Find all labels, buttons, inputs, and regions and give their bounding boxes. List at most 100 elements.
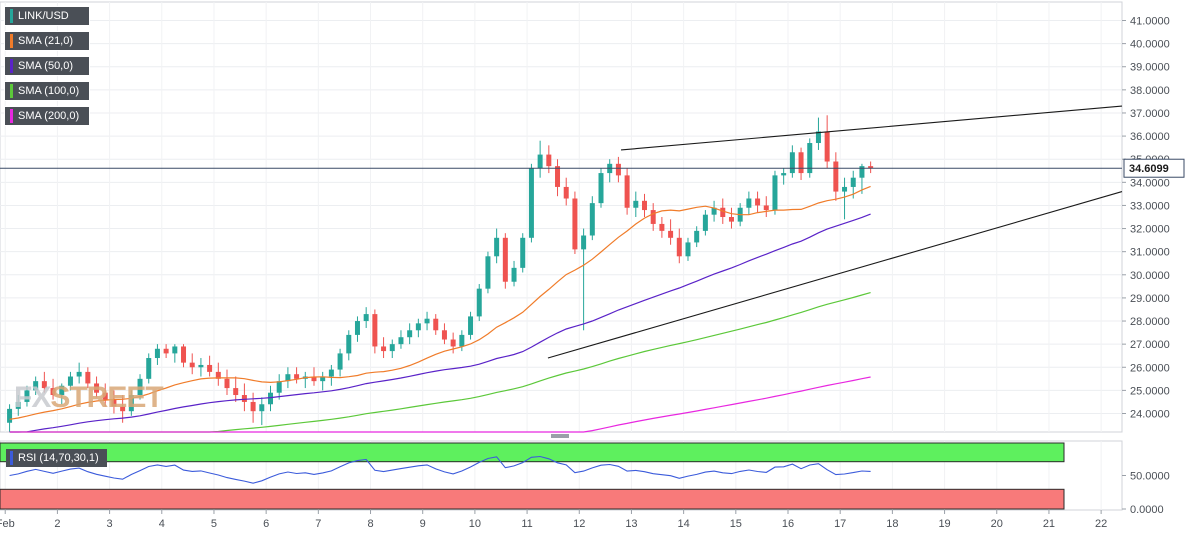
- candle-up: [363, 314, 369, 322]
- rsi-legend-item[interactable]: RSI (14,70,30,1): [6, 449, 107, 467]
- legend-item-sma21[interactable]: SMA (21,0): [4, 31, 91, 51]
- candle-down: [372, 314, 378, 347]
- x-tick-label: 20: [991, 518, 1003, 530]
- candle-up: [67, 376, 73, 386]
- candle-up: [328, 369, 334, 377]
- x-tick-label: 18: [886, 518, 898, 530]
- candle-down: [833, 161, 839, 192]
- candle-down: [720, 207, 726, 217]
- x-tick-label: 3: [107, 518, 113, 530]
- candle-down: [641, 200, 647, 211]
- candle-down: [546, 154, 552, 167]
- legend-item-symbol[interactable]: LINK/USD: [4, 6, 91, 26]
- legend-item-sma100[interactable]: SMA (100,0): [4, 81, 91, 101]
- candle-down: [111, 399, 117, 407]
- candle-up: [685, 242, 691, 257]
- sma21-swatch-icon: [10, 34, 13, 48]
- candle-up: [807, 143, 813, 174]
- rsi-line: [9, 455, 871, 484]
- candle-down: [120, 406, 126, 412]
- sma50-swatch-icon: [10, 59, 13, 73]
- candle-up: [389, 344, 395, 352]
- watermark-right: STREET: [50, 381, 163, 414]
- symbol-swatch-icon: [10, 9, 13, 23]
- candle-up: [137, 378, 143, 396]
- candle-up: [337, 353, 343, 370]
- candle-up: [694, 230, 700, 243]
- candle-down: [50, 388, 56, 396]
- rsi-overbought-zone: [0, 442, 1065, 463]
- candle-down: [294, 374, 300, 379]
- candle-up: [24, 390, 30, 402]
- panel-resize-handle-icon: [551, 434, 569, 438]
- y-tick-label: 38.0000: [1130, 85, 1170, 97]
- x-tick-label: 17: [834, 518, 846, 530]
- price-panel: [0, 1, 1123, 433]
- candle-down: [763, 205, 769, 211]
- candle-down: [41, 381, 47, 389]
- candle-down: [668, 230, 674, 238]
- candle-up: [76, 371, 82, 377]
- candle-up: [511, 267, 517, 282]
- y-tick-label: 27.0000: [1130, 339, 1170, 351]
- candle-down: [728, 217, 734, 222]
- candle-up: [850, 177, 856, 187]
- legend-label: SMA (21,0): [18, 35, 74, 47]
- candle-up: [528, 168, 534, 238]
- y-tick-label: 34.0000: [1130, 177, 1170, 189]
- candle-up: [267, 392, 273, 405]
- candle-up: [476, 288, 482, 317]
- candle-up: [259, 404, 265, 412]
- candle-up: [598, 173, 604, 204]
- sma200-swatch-icon: [10, 109, 13, 123]
- candle-up: [459, 334, 465, 347]
- candle-down: [659, 223, 665, 231]
- fxstreet-watermark-logo: FXSTREET: [14, 381, 164, 415]
- candle-up: [520, 237, 526, 268]
- candle-up: [772, 175, 778, 211]
- x-tick-label: 16: [782, 518, 794, 530]
- candle-up: [346, 334, 352, 354]
- x-tick-label: 13: [625, 518, 637, 530]
- candle-down: [502, 237, 508, 282]
- candle-up: [842, 186, 848, 192]
- sma-200-line: [9, 376, 871, 433]
- x-tick-label: 14: [678, 518, 690, 530]
- candle-down: [311, 376, 317, 382]
- x-tick-label: 7: [315, 518, 321, 530]
- candle-up: [407, 330, 413, 338]
- candle-down: [563, 186, 569, 199]
- candle-down: [868, 166, 874, 169]
- sma-50-line: [9, 213, 871, 433]
- y-tick-label: 29.0000: [1130, 293, 1170, 305]
- legend-item-sma200[interactable]: SMA (200,0): [4, 106, 91, 126]
- lower-trendline: [547, 191, 1123, 359]
- x-tick-label: Feb: [0, 518, 15, 530]
- candle-up: [746, 198, 752, 208]
- candle-down: [441, 330, 447, 340]
- legend-item-sma50[interactable]: SMA (50,0): [4, 56, 91, 76]
- candle-down: [624, 175, 630, 208]
- current-price-label: 34.6099: [1129, 163, 1169, 175]
- candle-up: [15, 401, 21, 409]
- candle-up: [415, 323, 421, 331]
- candle-down: [189, 362, 195, 368]
- candle-down: [102, 392, 108, 400]
- candle-up: [146, 358, 152, 379]
- candle-up: [320, 376, 326, 382]
- candle-down: [615, 163, 621, 176]
- rsi-label-text: RSI (14,70,30,1): [18, 452, 99, 464]
- candle-down: [381, 346, 387, 352]
- x-tick-label: 19: [938, 518, 950, 530]
- rsi-swatch-icon: [10, 451, 13, 465]
- candle-up: [485, 256, 491, 289]
- candle-down: [85, 371, 91, 384]
- y-tick-label: 24.0000: [1130, 409, 1170, 421]
- candle-down: [433, 318, 439, 331]
- candle-down: [224, 378, 230, 389]
- y-tick-label: 36.0000: [1130, 131, 1170, 143]
- x-tick-label: 4: [159, 518, 165, 530]
- candle-up: [285, 374, 291, 382]
- upper-trendline: [620, 105, 1123, 151]
- candle-up: [781, 173, 787, 176]
